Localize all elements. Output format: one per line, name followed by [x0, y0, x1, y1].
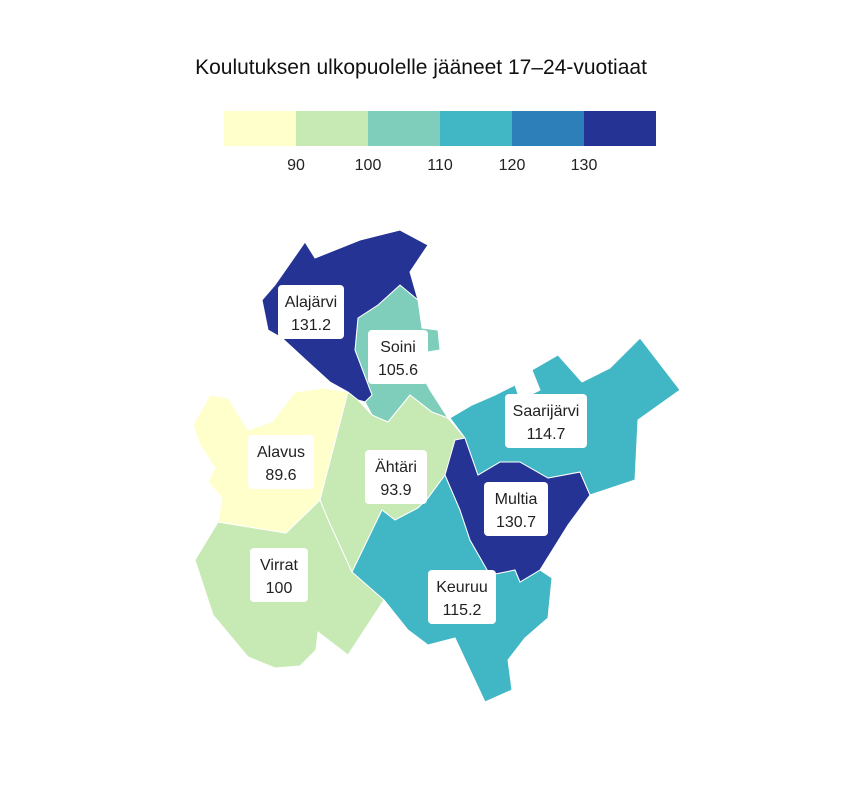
- region-label-multia: Multia 130.7: [484, 482, 548, 536]
- region-name: Alajärvi: [285, 294, 337, 311]
- region-alajarvi[interactable]: [261, 229, 429, 403]
- map-title: Koulutuksen ulkopuolelle jääneet 17–24-v…: [195, 56, 647, 79]
- region-value: 89.6: [265, 467, 296, 484]
- region-value: 130.7: [496, 514, 536, 531]
- region-label-virrat: Virrat 100: [250, 548, 308, 602]
- label-box: [278, 285, 344, 339]
- label-box: [368, 330, 428, 384]
- label-box: [505, 394, 587, 448]
- region-name: Ähtäri: [375, 458, 417, 476]
- region-value: 93.9: [380, 482, 411, 499]
- legend-labels: 90 100 110 120 130: [287, 157, 597, 174]
- region-value: 105.6: [378, 362, 418, 379]
- region-value: 114.7: [527, 426, 566, 443]
- region-labels: Alajärvi 131.2 Soini 105.6 Saarijärvi 114.7 Al…: [248, 285, 587, 624]
- region-value: 100: [266, 580, 293, 597]
- legend-break-label: 120: [499, 157, 526, 174]
- legend-swatch: [512, 111, 584, 146]
- region-label-ahtari: Ähtäri 93.9: [365, 450, 427, 504]
- legend-break-label: 110: [427, 157, 453, 174]
- region-name: Saarijärvi: [513, 403, 580, 420]
- legend-break-label: 90: [287, 157, 305, 174]
- region-label-keuruu: Keuruu 115.2: [428, 570, 496, 624]
- label-box: [428, 570, 496, 624]
- region-label-saarijarvi: Saarijärvi 114.7: [505, 394, 587, 448]
- region-label-alavus: Alavus 89.6: [248, 435, 314, 489]
- legend-swatch: [440, 111, 512, 146]
- region-name: Soini: [380, 339, 416, 356]
- region-value: 115.2: [443, 602, 482, 619]
- label-box: [365, 450, 427, 504]
- region-value: 131.2: [291, 317, 331, 334]
- label-box: [484, 482, 548, 536]
- region-name: Keuruu: [436, 579, 488, 596]
- legend-swatch: [296, 111, 368, 146]
- color-legend: 90 100 110 120 130: [224, 111, 656, 174]
- legend-swatch: [368, 111, 440, 146]
- legend-swatch: [224, 111, 296, 146]
- label-box: [250, 548, 308, 602]
- legend-swatches: [224, 111, 656, 146]
- region-name: Virrat: [260, 557, 298, 574]
- region-name: Alavus: [257, 444, 305, 461]
- label-box: [248, 435, 314, 489]
- legend-swatch: [584, 111, 656, 146]
- region-label-alajarvi: Alajärvi 131.2: [278, 285, 344, 339]
- region-name: Multia: [495, 491, 538, 508]
- legend-break-label: 100: [355, 157, 382, 174]
- legend-break-label: 130: [571, 157, 598, 174]
- region-label-soini: Soini 105.6: [368, 330, 428, 384]
